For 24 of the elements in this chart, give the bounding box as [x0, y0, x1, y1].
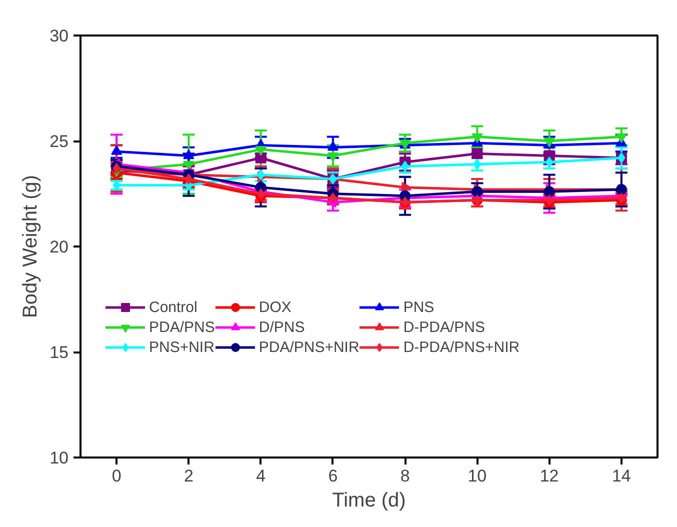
x-tick-label: 8 — [400, 466, 410, 486]
x-tick-label: 6 — [328, 466, 338, 486]
x-tick-label: 0 — [112, 466, 122, 486]
legend-label: D-PDA/PNS+NIR — [403, 338, 520, 356]
legend-label: PNS — [403, 298, 434, 316]
legend-label: DOX — [258, 298, 292, 316]
x-axis-title: Time (d) — [332, 490, 406, 512]
x-tick-label: 10 — [468, 466, 487, 486]
y-tick-label: 20 — [50, 238, 69, 256]
legend-label: Control — [149, 298, 198, 316]
x-tick-label: 12 — [540, 466, 559, 486]
legend-label: PDA/PNS+NIR — [258, 338, 360, 356]
x-tick-label: 4 — [256, 466, 266, 486]
y-axis-title: Body Weight (g) — [20, 174, 42, 318]
y-tick-label: 25 — [50, 132, 69, 151]
y-tick-label: 15 — [50, 343, 69, 362]
x-tick-label: 2 — [184, 466, 194, 486]
y-tick-label: 10 — [50, 448, 69, 468]
legend-label: PNS+NIR — [149, 338, 214, 356]
legend-label: D-PDA/PNS — [403, 318, 485, 336]
legend-label: D/PNS — [258, 318, 305, 336]
y-tick-label: 30 — [50, 26, 69, 46]
x-tick-label: 14 — [612, 466, 631, 486]
legend-label: PDA/PNS — [149, 318, 215, 336]
